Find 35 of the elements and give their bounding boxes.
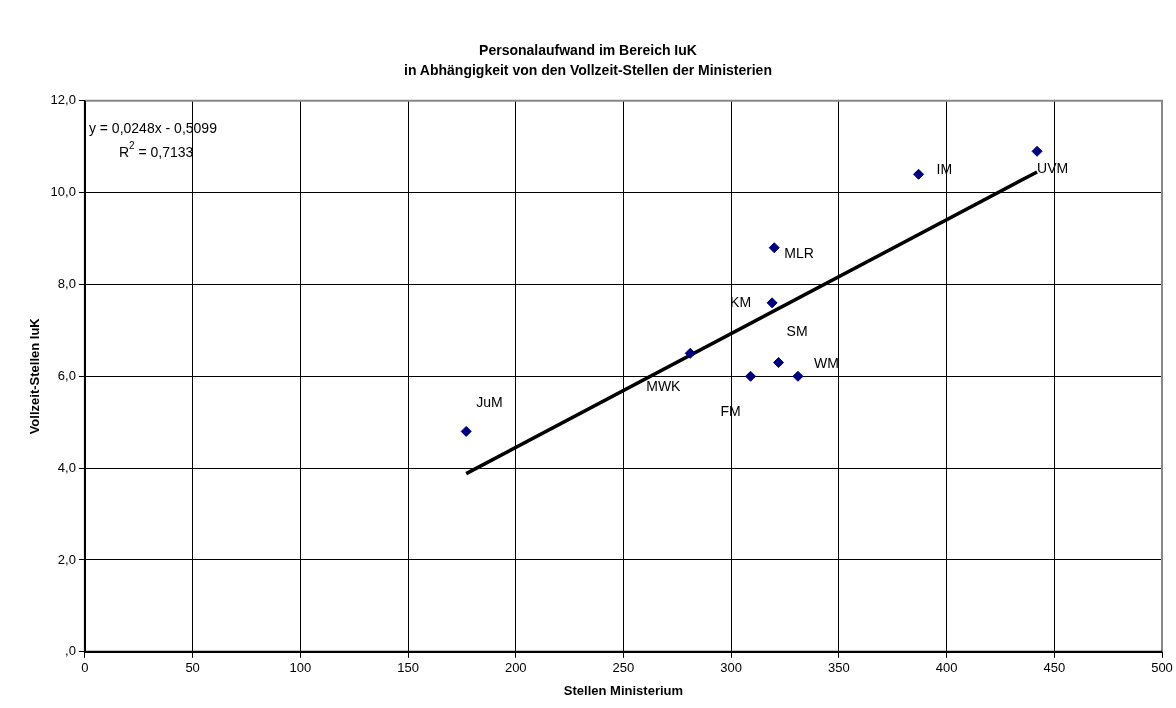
x-tick-label: 0	[81, 660, 89, 676]
y-tick-label: ,0	[65, 643, 76, 659]
point	[792, 370, 804, 382]
point	[1031, 145, 1043, 157]
annotation: MLR	[784, 244, 814, 261]
y-tick-label: 6,0	[57, 367, 76, 383]
x-tick-label: 150	[397, 660, 419, 676]
x-tick-label: 50	[185, 660, 200, 676]
point	[745, 370, 757, 382]
point	[460, 425, 472, 437]
point	[768, 242, 780, 254]
y-tick-label: 10,0	[50, 184, 76, 200]
point	[684, 347, 696, 359]
annotation: WM	[813, 355, 839, 372]
y-tick-label: 8,0	[57, 276, 76, 292]
x-tick-label: 200	[504, 660, 527, 676]
point	[766, 297, 778, 309]
x-tick-label: 300	[720, 660, 743, 676]
x-tick-label: 100	[289, 660, 312, 676]
y-tick-label: 4,0	[57, 459, 76, 475]
y-tick-label: 2,0	[57, 551, 76, 567]
x-tick-label: 450	[1043, 660, 1066, 676]
point	[773, 357, 785, 369]
point	[913, 168, 925, 180]
annotation: JuM	[476, 394, 503, 411]
y-axis-title: Vollzeit-Stellen IuK	[27, 317, 43, 435]
chart-title: Personalaufwand im Bereich IuK in Abhängigkeit von den Vollzeit-Stellen der Ministerien	[403, 41, 773, 80]
y-tick-label: 12,0	[50, 92, 76, 108]
x-tick-label: 350	[828, 660, 850, 676]
x-tick-label: 400	[935, 660, 958, 676]
x-axis-title: Stellen Ministerium	[563, 682, 684, 698]
x-tick-label: 500	[1151, 660, 1173, 676]
annotation: MWK	[646, 378, 682, 395]
x-tick-label: 250	[612, 660, 635, 676]
annotation: SM	[786, 323, 808, 340]
